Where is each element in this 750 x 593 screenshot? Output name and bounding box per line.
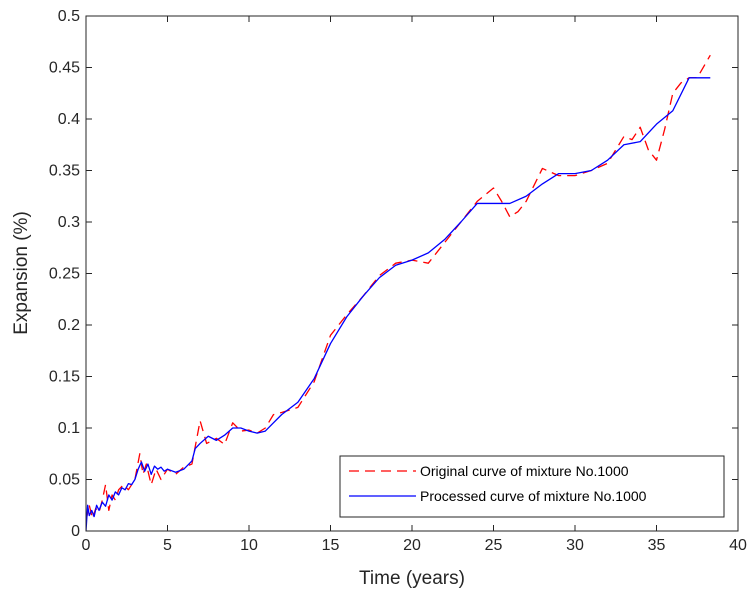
x-tick-label: 25 bbox=[485, 537, 503, 554]
x-tick-label: 0 bbox=[82, 537, 91, 554]
y-tick-label: 0.25 bbox=[49, 266, 80, 283]
y-tick-label: 0.5 bbox=[58, 8, 80, 25]
y-tick-label: 0.1 bbox=[58, 420, 80, 437]
tick-layer: 0 5 10 15 20 25 30 35 40 0 0.05 0.1 0.15 0.2 0.25 0.3 0.… bbox=[49, 8, 747, 554]
y-tick-label: 0.4 bbox=[58, 111, 80, 128]
y-tick-label: 0 bbox=[71, 523, 80, 540]
legend-box bbox=[339, 455, 725, 518]
y-tick-label: 0.35 bbox=[49, 163, 80, 180]
y-tick-label: 0.15 bbox=[49, 369, 80, 386]
y-tick-label: 0.3 bbox=[58, 214, 80, 231]
legend: Original curve of mixture No.1000 Proces… bbox=[339, 455, 725, 518]
series-layer bbox=[86, 54, 711, 531]
x-tick-label: 20 bbox=[403, 537, 421, 554]
y-tick-label: 0.2 bbox=[58, 317, 80, 334]
series-processed-line bbox=[86, 77, 711, 531]
x-axis-title: Time (years) bbox=[359, 568, 465, 589]
x-tick-label: 30 bbox=[566, 537, 584, 554]
legend-label-processed: Processed curve of mixture No.1000 bbox=[420, 488, 647, 504]
y-tick-label: 0.45 bbox=[49, 60, 80, 77]
x-tick-label: 35 bbox=[648, 537, 666, 554]
y-tick-label: 0.05 bbox=[49, 472, 80, 489]
x-tick-label: 5 bbox=[163, 537, 172, 554]
x-tick-label: 15 bbox=[322, 537, 340, 554]
x-tick-label: 10 bbox=[240, 537, 258, 554]
plot-area bbox=[86, 16, 738, 531]
y-axis-title: Expansion (%) bbox=[11, 211, 32, 335]
series-original-line bbox=[86, 54, 711, 521]
x-tick-label: 40 bbox=[729, 537, 747, 554]
legend-label-original: Original curve of mixture No.1000 bbox=[420, 463, 629, 479]
